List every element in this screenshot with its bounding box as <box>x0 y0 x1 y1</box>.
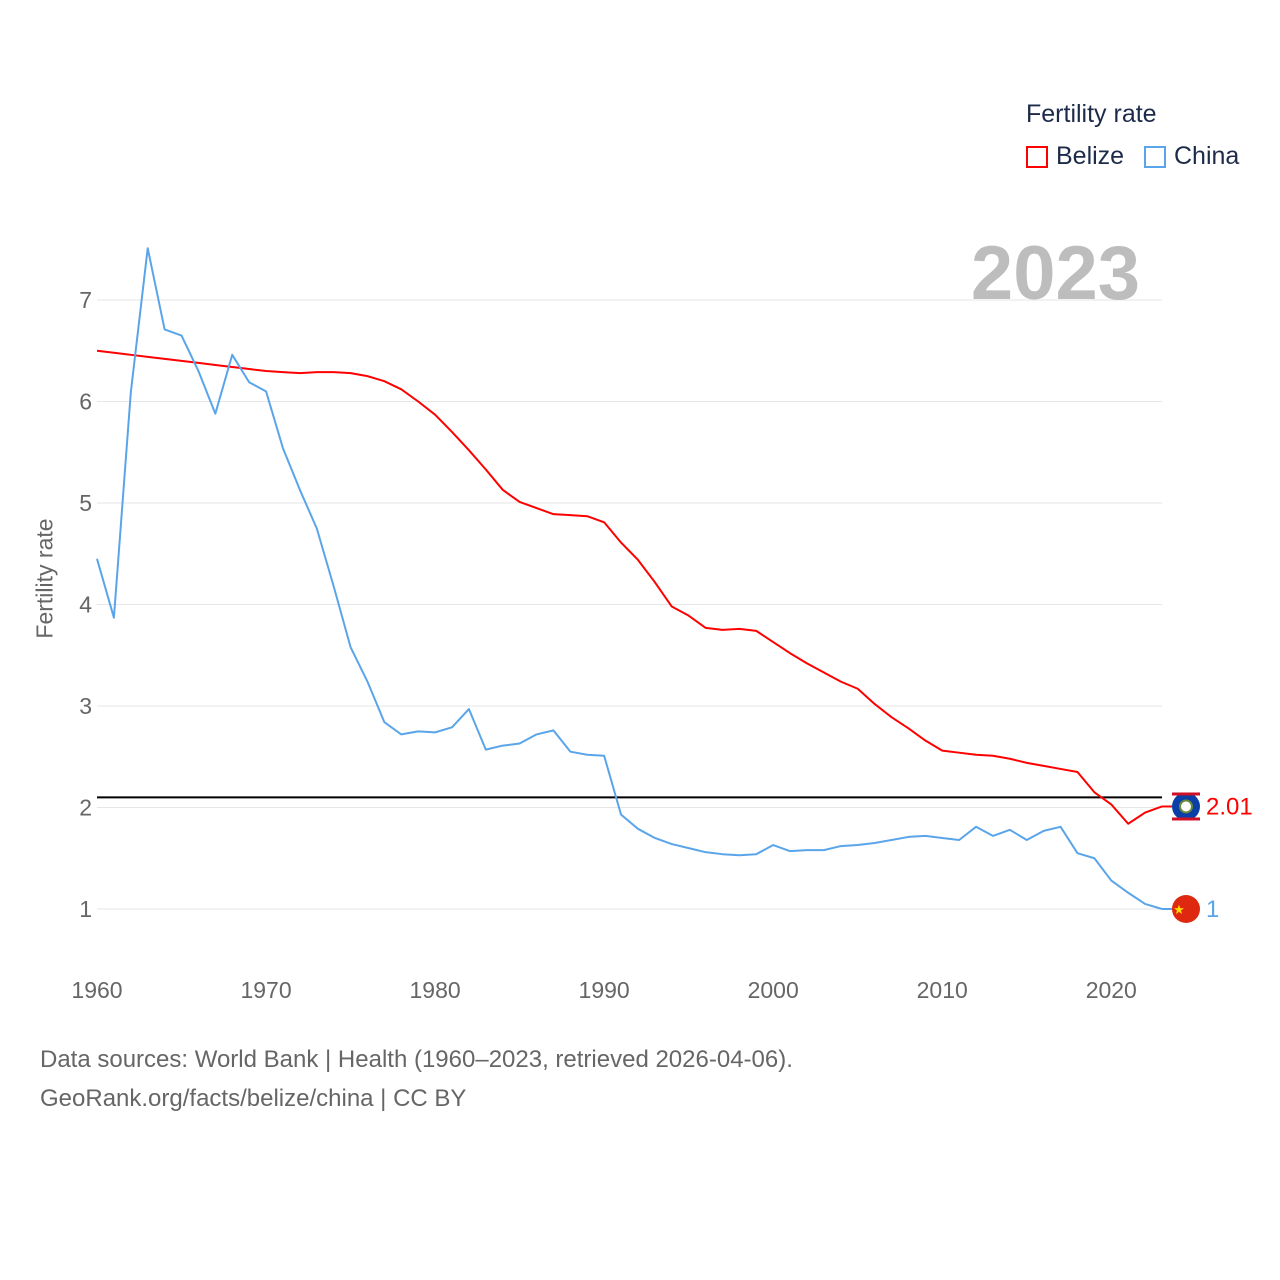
current-year-label: 2023 <box>970 231 1140 316</box>
y-tick-label: 5 <box>79 490 92 516</box>
x-tick-label: 1990 <box>579 977 630 1003</box>
x-tick-label: 1960 <box>71 977 122 1003</box>
legend-label-china: China <box>1174 142 1240 170</box>
x-tick-label: 1980 <box>410 977 461 1003</box>
legend-swatch-belize <box>1026 145 1048 168</box>
legend-item-belize[interactable]: Belize <box>1026 142 1124 171</box>
license-line: GeoRank.org/facts/belize/china | CC BY <box>40 1085 467 1112</box>
china-flag-icon <box>1172 895 1200 923</box>
belize-flag-stripe <box>1172 792 1200 796</box>
y-tick-label: 1 <box>79 896 92 922</box>
belize-flag-emblem <box>1179 799 1193 814</box>
legend-title: Fertility rate <box>1026 100 1157 128</box>
y-axis-label: Fertility rate <box>31 518 58 639</box>
y-tick-label: 7 <box>79 287 92 313</box>
y-tick-label: 2 <box>79 795 92 821</box>
china-flag-star: ★ <box>1173 902 1185 917</box>
y-tick-label: 6 <box>79 389 92 415</box>
end-value-label-belize: 2.01 <box>1206 793 1253 820</box>
legend-item-china[interactable]: China <box>1144 142 1239 171</box>
source-line: Data sources: World Bank | Health (1960–… <box>40 1046 793 1073</box>
series-line-china <box>96 247 1163 910</box>
x-tick-label: 2010 <box>917 977 968 1003</box>
legend-label-belize: Belize <box>1056 142 1125 170</box>
belize-flag-stripe <box>1172 817 1200 821</box>
x-tick-label: 2000 <box>748 977 799 1003</box>
end-value-label-china: 1 <box>1206 896 1219 923</box>
legend-swatch-china <box>1144 145 1166 168</box>
x-tick-label: 1970 <box>240 977 291 1003</box>
y-tick-label: 3 <box>79 693 92 719</box>
x-tick-label: 2020 <box>1086 977 1137 1003</box>
y-tick-label: 4 <box>79 592 92 618</box>
series-line-belize <box>96 349 1163 825</box>
